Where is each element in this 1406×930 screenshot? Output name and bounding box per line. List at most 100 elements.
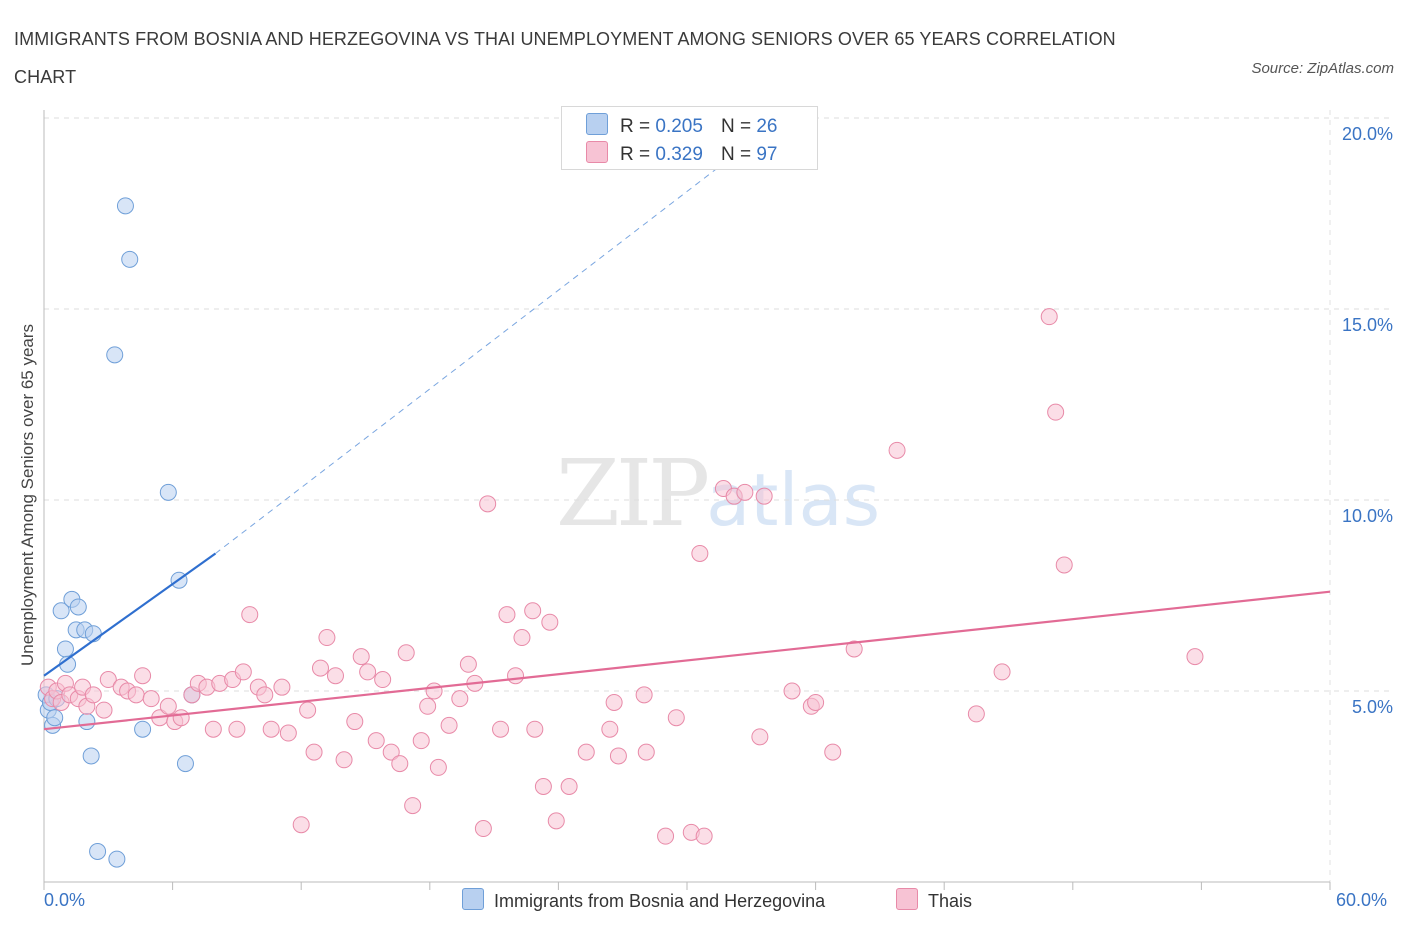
bosnia-trend-extension bbox=[215, 125, 774, 554]
bosnia-point-7 bbox=[56, 640, 74, 658]
series-legend-label-bosnia: Immigrants from Bosnia and Herzegovina bbox=[494, 891, 826, 911]
thais-point-94 bbox=[993, 663, 1011, 681]
thais-point-16 bbox=[142, 690, 160, 708]
legend-n-label: N = bbox=[720, 144, 752, 165]
thais-point-59 bbox=[474, 820, 492, 838]
legend-row-bosnia: R = 0.205 N = 26 bbox=[586, 113, 777, 137]
thais-point-14 bbox=[127, 686, 145, 704]
x-tick-label-min: 0.0% bbox=[44, 890, 86, 910]
thais-point-27 bbox=[228, 720, 246, 738]
thais-point-87 bbox=[783, 682, 801, 700]
thais-point-10 bbox=[95, 701, 113, 719]
thais-point-93 bbox=[967, 705, 985, 723]
thais-point-20 bbox=[172, 709, 190, 727]
thais-point-28 bbox=[234, 663, 252, 681]
thais-point-32 bbox=[262, 720, 280, 738]
thais-point-90 bbox=[824, 743, 842, 761]
thais-point-38 bbox=[311, 659, 329, 677]
watermark-main: ZIP bbox=[556, 440, 710, 547]
legend-n-label: N = bbox=[720, 116, 752, 137]
thais-point-86 bbox=[755, 487, 773, 505]
thais-point-51 bbox=[412, 732, 430, 750]
series-legend-bosnia[interactable]: Immigrants from Bosnia and Herzegovina bbox=[462, 888, 825, 914]
thais-point-67 bbox=[534, 778, 552, 795]
thais-point-36 bbox=[299, 701, 317, 719]
bosnia-point-20 bbox=[121, 250, 139, 268]
thais-point-48 bbox=[391, 755, 409, 773]
thais-point-69 bbox=[547, 812, 565, 830]
thais-point-61 bbox=[492, 720, 510, 738]
thais-point-35 bbox=[292, 816, 310, 834]
thais-point-33 bbox=[273, 678, 291, 696]
thais-point-42 bbox=[346, 713, 364, 731]
thais-point-34 bbox=[279, 724, 297, 742]
legend-row-thais: R = 0.329 N = 97 bbox=[586, 141, 777, 165]
thais-point-97 bbox=[1055, 556, 1073, 574]
thais-trend-line bbox=[43, 590, 1331, 731]
bosnia-point-16 bbox=[89, 842, 107, 860]
bosnia-point-18 bbox=[106, 346, 124, 364]
legend-n-value-bosnia: 26 bbox=[756, 116, 778, 137]
thais-point-92 bbox=[888, 441, 906, 459]
thais-point-46 bbox=[374, 671, 392, 689]
series-legend-thais[interactable]: Thais bbox=[896, 888, 972, 914]
bosnia-trend-line bbox=[43, 552, 217, 677]
thais-point-77 bbox=[657, 827, 675, 845]
thais-point-75 bbox=[635, 686, 653, 704]
thais-point-9 bbox=[84, 686, 102, 704]
bosnia-point-4 bbox=[46, 709, 64, 727]
source-label: Source: ZipAtlas.com bbox=[1251, 60, 1394, 77]
thais-point-73 bbox=[605, 693, 623, 711]
thais-point-65 bbox=[524, 602, 542, 620]
thais-point-43 bbox=[352, 648, 370, 666]
y-tick-label-20: 20.0% bbox=[1341, 124, 1393, 144]
thais-point-53 bbox=[425, 682, 443, 700]
thais-point-39 bbox=[318, 629, 336, 647]
y-tick-label-5: 5.0% bbox=[1351, 697, 1393, 717]
legend-swatch-thais bbox=[586, 141, 608, 163]
correlation-legend: R = 0.205 N = 26 R = 0.329 N = 97 bbox=[561, 106, 818, 170]
bosnia-point-22 bbox=[159, 483, 177, 501]
thais-point-57 bbox=[459, 655, 477, 673]
thais-point-44 bbox=[359, 663, 377, 681]
thais-point-52 bbox=[419, 697, 437, 715]
thais-point-64 bbox=[513, 629, 531, 647]
thais-point-68 bbox=[541, 613, 559, 631]
series-legend-swatch-thais bbox=[896, 888, 918, 910]
bosnia-point-21 bbox=[134, 720, 152, 738]
thais-point-60 bbox=[479, 495, 497, 513]
thais-point-31 bbox=[256, 686, 274, 704]
chart-title: IMMIGRANTS FROM BOSNIA AND HERZEGOVINA V… bbox=[14, 29, 1116, 87]
thais-point-63 bbox=[507, 667, 525, 685]
thais-point-84 bbox=[736, 483, 754, 501]
legend-swatch-bosnia bbox=[586, 113, 608, 135]
thais-point-54 bbox=[429, 758, 447, 776]
thais-point-96 bbox=[1047, 403, 1065, 421]
thais-point-56 bbox=[451, 690, 469, 708]
legend-r-label: R = bbox=[620, 116, 651, 137]
bosnia-point-19 bbox=[116, 197, 134, 215]
thais-point-89 bbox=[807, 693, 825, 711]
thais-point-66 bbox=[526, 720, 544, 738]
bosnia-point-15 bbox=[82, 747, 100, 765]
thais-point-85 bbox=[751, 728, 769, 746]
thais-point-40 bbox=[326, 667, 344, 685]
y-tick-label-15: 15.0% bbox=[1341, 315, 1393, 335]
thais-point-80 bbox=[695, 827, 713, 845]
thais-point-76 bbox=[637, 743, 655, 761]
legend-r-value-bosnia: 0.205 bbox=[655, 116, 703, 137]
thais-point-47 bbox=[382, 743, 400, 761]
thais-point-95 bbox=[1040, 308, 1058, 326]
thais-point-11 bbox=[99, 671, 117, 689]
thais-point-37 bbox=[305, 743, 323, 761]
legend-r-value-thais: 0.329 bbox=[655, 144, 703, 165]
bosnia-point-11 bbox=[69, 598, 87, 616]
thais-point-70 bbox=[560, 778, 578, 795]
thais-point-55 bbox=[440, 716, 458, 734]
thais-point-78 bbox=[667, 709, 685, 727]
thais-point-62 bbox=[498, 606, 516, 624]
thais-point-41 bbox=[335, 751, 353, 769]
thais-point-49 bbox=[397, 644, 415, 662]
thais-point-81 bbox=[691, 544, 709, 562]
